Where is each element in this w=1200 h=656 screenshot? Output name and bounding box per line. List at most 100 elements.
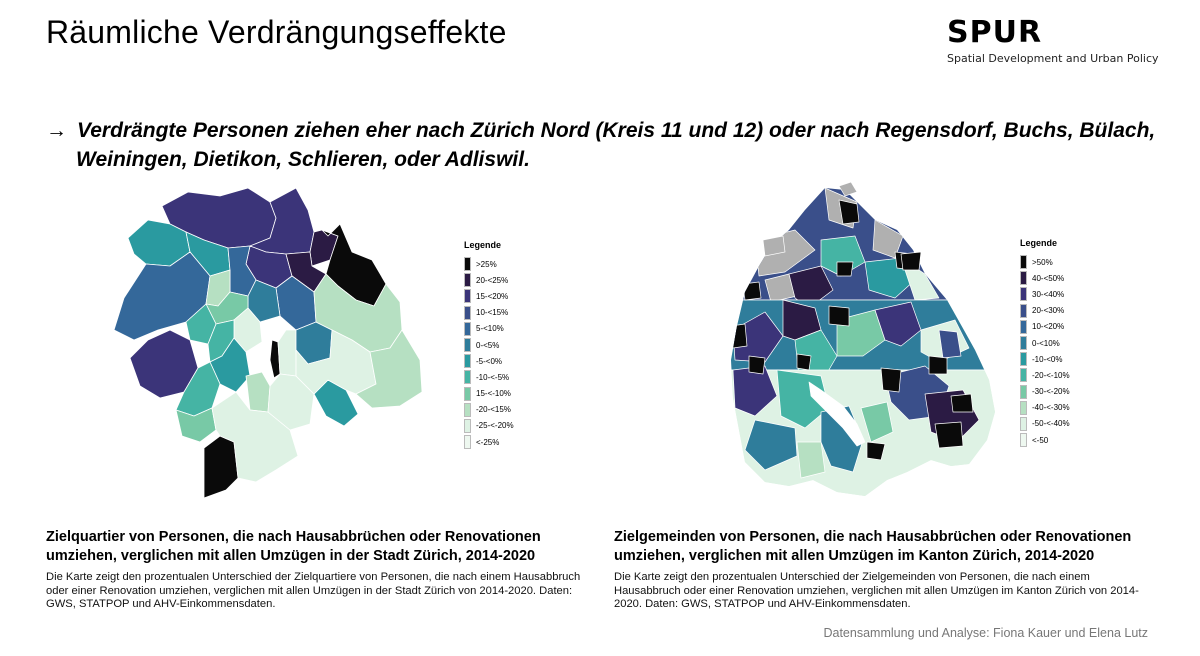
legend-label: 5-<10% — [476, 324, 504, 334]
map-region — [836, 261, 854, 277]
map-region — [788, 265, 834, 309]
legend-swatch — [464, 321, 471, 336]
legend-swatch — [1020, 368, 1027, 383]
legend-swatch — [464, 370, 471, 385]
map-region — [866, 441, 886, 461]
map-region — [820, 235, 866, 277]
legend-label: <-50 — [1032, 435, 1049, 445]
legend-item: 40-<50% — [1020, 270, 1070, 286]
map-region — [838, 181, 858, 197]
lake-zurich — [808, 381, 866, 447]
map-region — [355, 329, 423, 409]
legend-item: -20-<15% — [464, 402, 514, 418]
legend-swatch — [1020, 303, 1027, 318]
map-region — [880, 367, 902, 393]
legend-label: 15-<20% — [476, 291, 509, 301]
map-region — [938, 329, 962, 359]
map-region — [731, 323, 748, 349]
legend-swatch — [464, 435, 471, 450]
map-region — [742, 281, 762, 301]
legend-swatch — [464, 289, 471, 304]
map-region — [796, 353, 812, 371]
map-region — [269, 339, 281, 379]
legend-swatch — [1020, 433, 1027, 448]
legend-item: 5-<10% — [464, 321, 514, 337]
canton-map-caption: Zielgemeinden von Personen, die nach Hau… — [614, 528, 1159, 612]
legend-swatch — [464, 338, 471, 353]
legend-label: 0-<5% — [476, 340, 500, 350]
legend-label: -30-<-20% — [1032, 387, 1070, 397]
map-region — [203, 435, 239, 499]
legend-item: <-50 — [1020, 432, 1070, 448]
map-region — [277, 329, 297, 377]
legend-label: >25% — [476, 259, 497, 269]
legend-label: 0-<10% — [1032, 338, 1060, 348]
map-region — [776, 369, 830, 429]
legend-label: -5-<0% — [476, 356, 503, 366]
map-region — [874, 301, 922, 347]
legend-item: 10-<15% — [464, 305, 514, 321]
legend-label: <-25% — [476, 437, 500, 447]
legend-item: 0-<10% — [1020, 335, 1070, 351]
legend-item: 30-<40% — [1020, 286, 1070, 302]
headline-line-2: Weiningen, Dietikon, Schlieren, oder Adl… — [76, 148, 530, 171]
legend-swatch — [464, 305, 471, 320]
legend-swatch — [1020, 384, 1027, 399]
legend-swatch — [464, 354, 471, 369]
spur-logo: SPUR Spatial Development and Urban Polic… — [947, 15, 1159, 66]
legend-swatch — [1020, 319, 1027, 334]
legend-label: >50% — [1032, 257, 1053, 267]
legend-label: -20-<15% — [476, 405, 511, 415]
map-region — [744, 419, 798, 471]
map-region — [934, 421, 964, 449]
map-region — [950, 393, 974, 413]
map-region — [838, 199, 860, 225]
legend-swatch — [1020, 400, 1027, 415]
map-region — [748, 355, 766, 375]
legend-label: -25-<-20% — [476, 421, 514, 431]
legend-title: Legende — [1020, 238, 1058, 248]
legend-swatch — [464, 257, 471, 272]
map-region — [796, 441, 826, 479]
legend-swatch — [1020, 352, 1027, 367]
legend-swatch — [464, 402, 471, 417]
headline-line-1: Verdrängte Personen ziehen eher nach Zür… — [77, 119, 1156, 142]
map-region — [872, 219, 904, 259]
logo-wordmark: SPUR — [947, 15, 1043, 50]
credit-text: Datensammlung und Analyse: Fiona Kauer u… — [823, 626, 1148, 640]
legend-label: 40-<50% — [1032, 273, 1065, 283]
logo-subtitle: Spatial Development and Urban Policy — [947, 52, 1159, 65]
legend-items: >50% 40-<50% 30-<40% 20-<30% 10-<20% 0-<10% -1… — [1020, 254, 1070, 448]
legend-item: >25% — [464, 256, 514, 272]
legend-item: >50% — [1020, 254, 1070, 270]
caption-body: Die Karte zeigt den prozentualen Untersc… — [46, 571, 581, 610]
legend-item: <-25% — [464, 434, 514, 450]
legend-item: -10-<0% — [1020, 351, 1070, 367]
canton-zurich-map — [731, 181, 995, 496]
city-map-legend: Legende >25% 20-<25% 15-<20% 10-<15% 5-<10% 0… — [464, 240, 514, 450]
map-region — [860, 401, 894, 443]
arrow-icon: → — [46, 119, 67, 142]
legend-label: -20-<-10% — [1032, 370, 1070, 380]
map-region — [928, 355, 948, 375]
legend-item: -5-<0% — [464, 353, 514, 369]
map-region — [762, 235, 786, 257]
legend-label: -50-<-40% — [1032, 419, 1070, 429]
legend-label: 30-<40% — [1032, 289, 1065, 299]
legend-label: 20-<25% — [476, 275, 509, 285]
legend-swatch — [1020, 255, 1027, 270]
legend-item: -30-<-20% — [1020, 384, 1070, 400]
legend-item: -50-<-40% — [1020, 416, 1070, 432]
legend-title: Legende — [464, 240, 502, 250]
legend-item: -25-<-20% — [464, 418, 514, 434]
legend-item: -20-<-10% — [1020, 367, 1070, 383]
legend-label: -10-<0% — [1032, 354, 1063, 364]
legend-swatch — [1020, 336, 1027, 351]
city-zurich-map — [113, 187, 423, 499]
map-region — [209, 337, 251, 393]
legend-label: -10-<-5% — [476, 372, 510, 382]
headline: → Verdrängte Personen ziehen eher nach Zü… — [46, 116, 1166, 174]
slide-title: Räumliche Verdrängungseffekte — [46, 14, 507, 50]
canton-map-legend: Legende >50% 40-<50% 30-<40% 20-<30% 10-<20%… — [1020, 238, 1070, 448]
legend-label: 10-<15% — [476, 308, 509, 318]
